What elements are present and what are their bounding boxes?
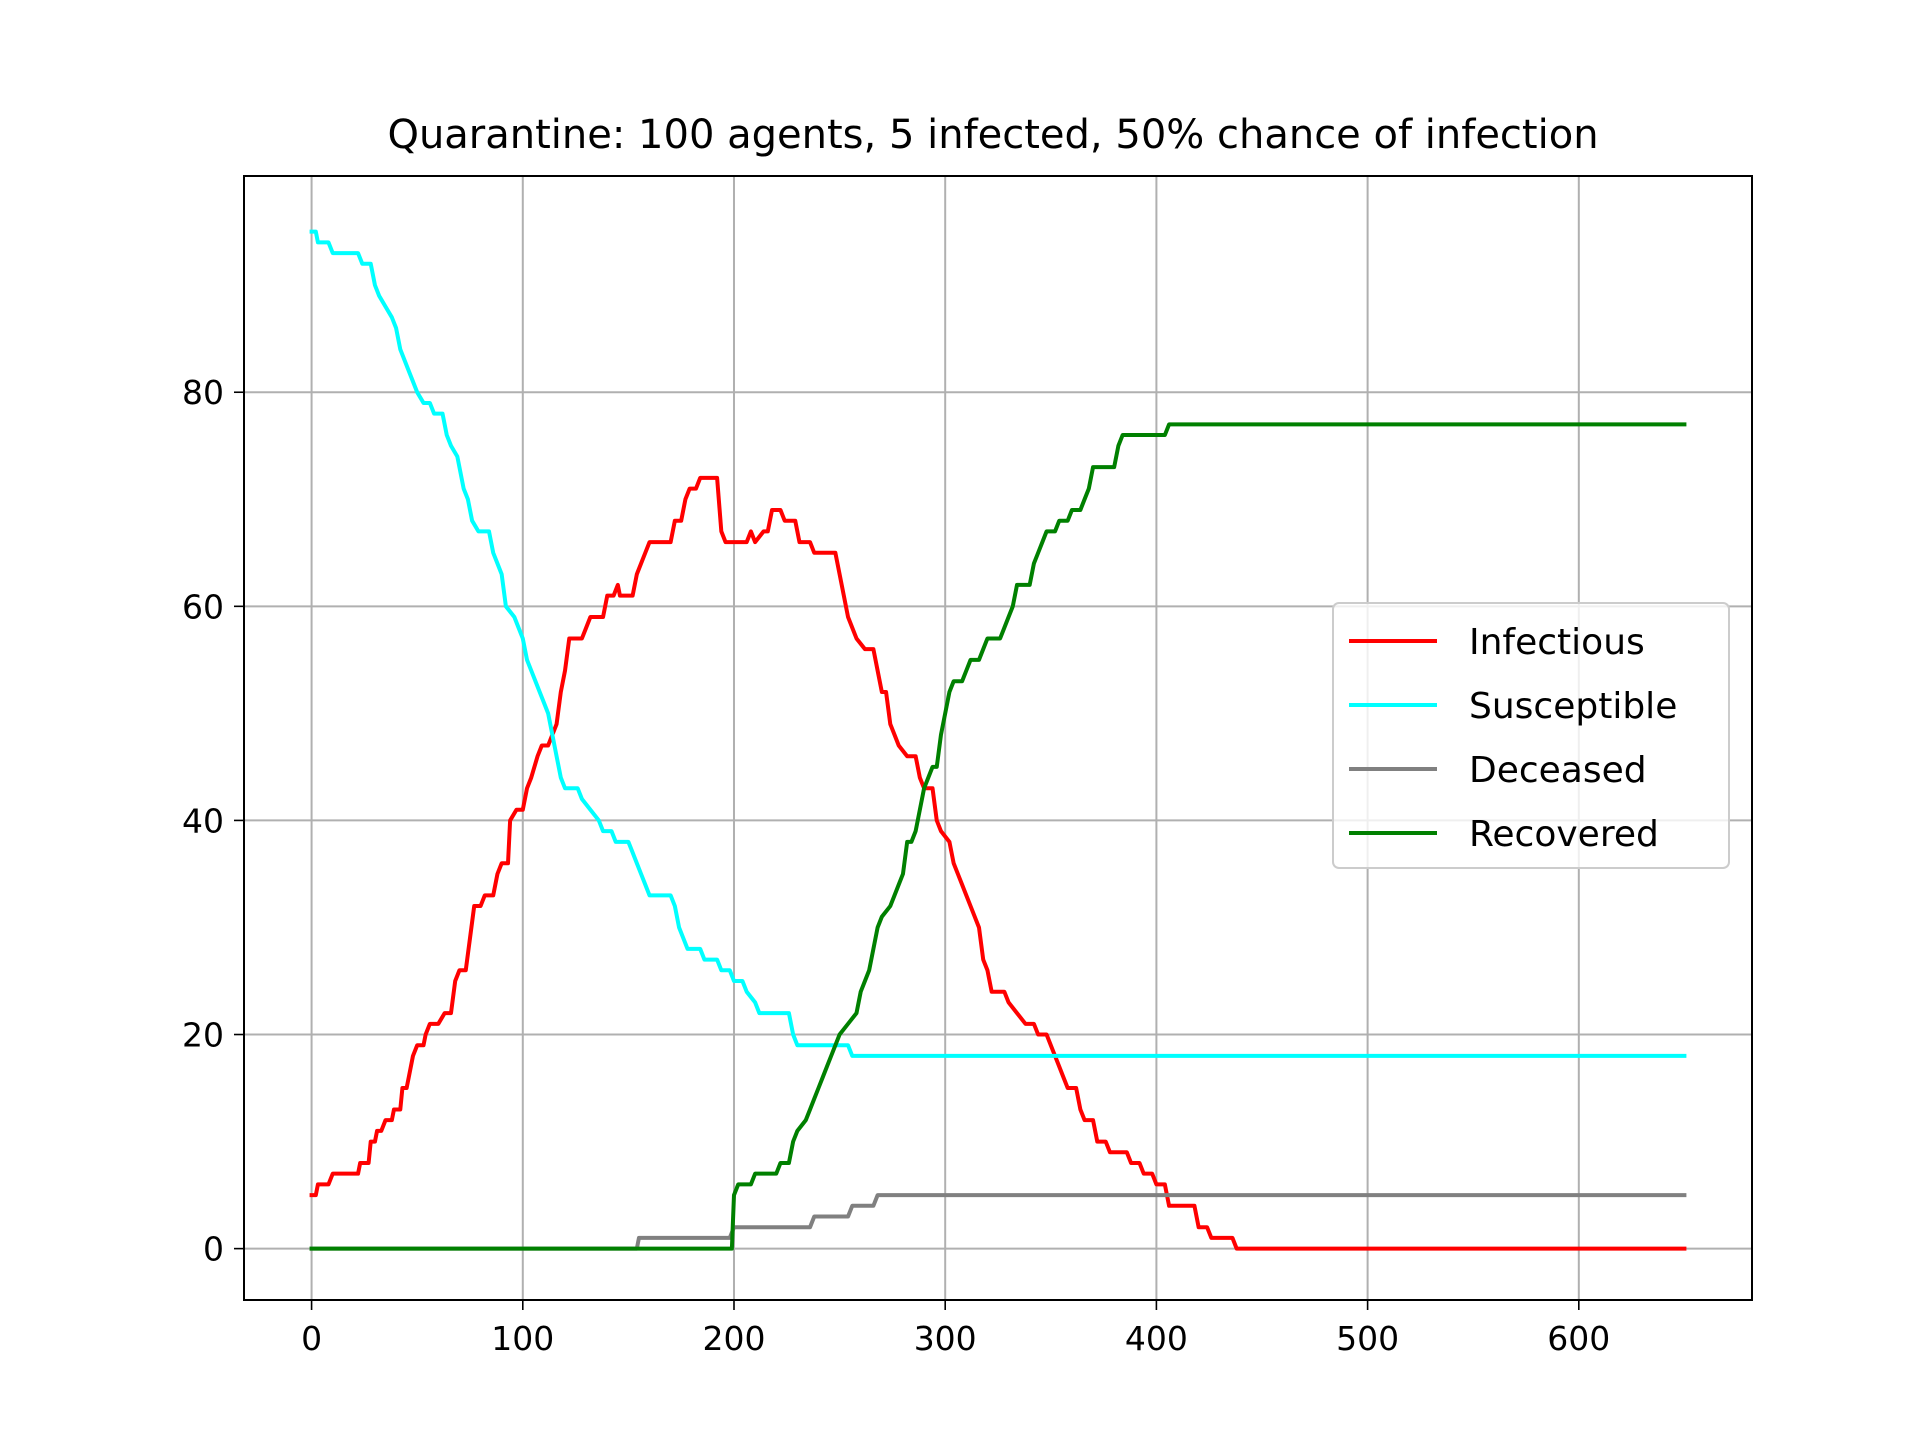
x-tick-label: 200 [702,1319,765,1358]
legend: Infectious Susceptible Deceased Recovered [1332,602,1730,869]
x-tick-label: 300 [914,1319,977,1358]
series-line-deceased [309,1193,1687,1251]
x-tick-label: 100 [491,1319,554,1358]
legend-box [1332,602,1730,869]
legend-label-infectious: Infectious [1469,622,1645,663]
legend-entries: Infectious Susceptible Deceased Recovered [1349,622,1677,855]
plot-area-frame [243,175,1753,1301]
y-axis: 0 20 40 60 80 [182,373,244,1269]
x-tick-label: 600 [1547,1319,1610,1358]
series-line-susceptible [309,229,1687,1058]
legend-label-susceptible: Susceptible [1469,686,1677,727]
series-lines [309,229,1687,1251]
legend-label-recovered: Recovered [1469,814,1659,855]
y-tick-label: 40 [182,801,224,840]
x-tick-label: 500 [1336,1319,1399,1358]
chart-title: Quarantine: 100 agents, 5 infected, 50% … [387,112,1598,158]
series-line-recovered [309,422,1687,1251]
y-tick-label: 20 [182,1016,224,1055]
y-tick-label: 60 [182,587,224,626]
x-tick-label: 0 [301,1319,322,1358]
y-tick-label: 80 [182,373,224,412]
legend-label-deceased: Deceased [1469,750,1647,791]
x-tick-label: 400 [1125,1319,1188,1358]
y-tick-label: 0 [203,1230,224,1269]
x-axis: 0 100 200 300 400 500 600 [301,1300,1610,1358]
